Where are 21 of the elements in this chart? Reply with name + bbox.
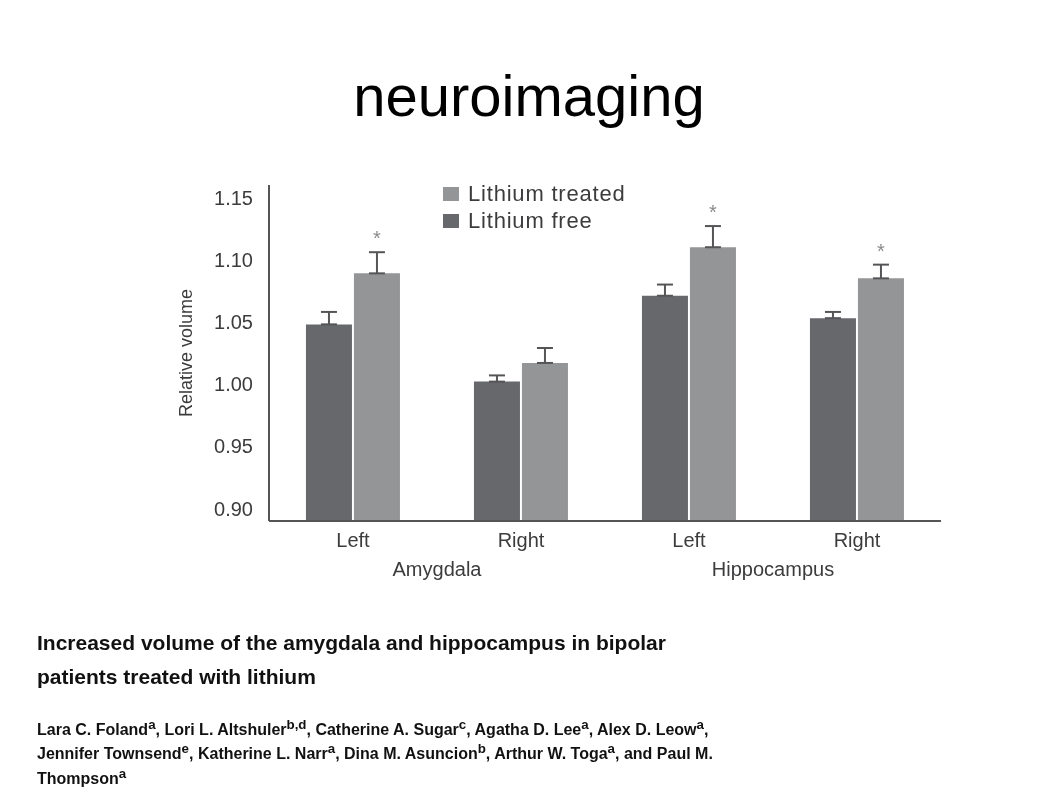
- data-label: *: [877, 239, 886, 262]
- y-tick-label: 1.00: [214, 373, 253, 396]
- y-tick-label: 1.15: [214, 186, 253, 209]
- data-label: *: [709, 201, 718, 224]
- text: Hippocampus: [710, 557, 836, 581]
- y-tick-label: 0.90: [214, 497, 253, 520]
- y-axis-title: Relative volume: [176, 288, 197, 418]
- text: Amygdala: [391, 557, 483, 581]
- data-label: *: [373, 227, 382, 250]
- x-tick-label: Left: [672, 529, 707, 552]
- chart-title: neuroimaging: [352, 63, 706, 128]
- y-tick-label: 1.05: [214, 310, 253, 333]
- x-tick-label: Right: [497, 529, 545, 552]
- legend-label: Lithium treated: [468, 180, 626, 207]
- text: Increased volume of the amygdala and hippocampus in bipolar patients treated with lithium: [37, 630, 667, 690]
- text: Lara C. Foland$^{a}$, Lori L. Altshuler$^{b,d}$, Catherine A. Sugar$^{c}$, Agatha D. Lee$^{a}$, Alex D. Leow$^{a}$, Jennifer Townsend$^{e}$, Katherine L. Narr$^{a}$, Dina M. Asuncion$^{b}$, Arthur W. Toga$^{a}$, and Paul M. Thompson$^{a}$: [37, 717, 713, 787]
- x-tick-label: Right: [833, 529, 881, 552]
- y-tick-label: 0.95: [214, 435, 253, 458]
- legend-label: Lithium free: [468, 207, 593, 234]
- y-tick-label: 1.10: [214, 248, 253, 271]
- x-tick-label: Left: [336, 529, 371, 552]
